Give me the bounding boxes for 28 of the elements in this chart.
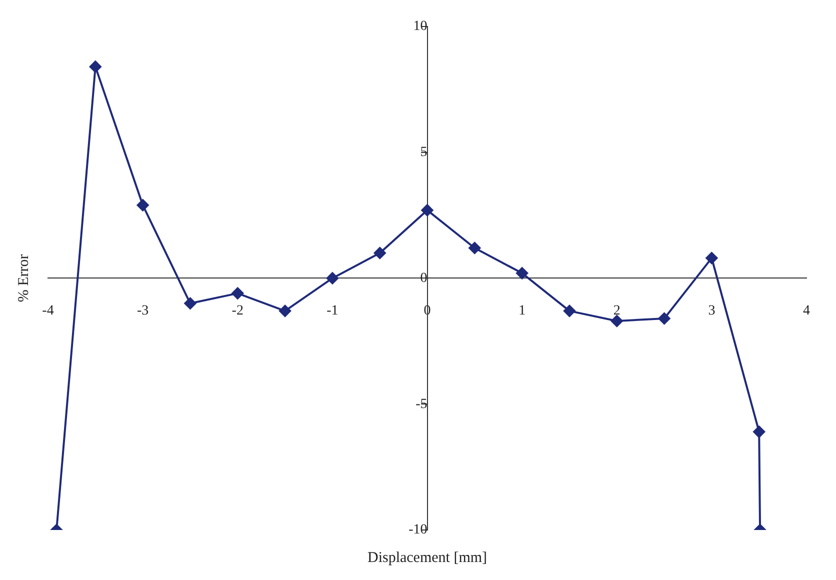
point <box>468 242 481 254</box>
y-tick-label: 10 <box>413 19 428 34</box>
y-tick-label: -5 <box>416 396 428 412</box>
point <box>184 297 196 310</box>
point <box>232 287 244 300</box>
point <box>610 315 623 328</box>
point <box>89 60 102 73</box>
x-tick-label: -2 <box>232 303 244 318</box>
point <box>658 312 670 324</box>
point <box>563 304 576 317</box>
point <box>374 247 386 260</box>
x-tick-label: 3 <box>708 303 716 318</box>
point <box>516 267 528 280</box>
point <box>279 304 292 317</box>
x-tick-label: -1 <box>326 303 338 318</box>
point <box>326 272 338 284</box>
x-tick-label: -4 <box>42 303 54 318</box>
point <box>421 204 434 216</box>
point <box>706 252 718 264</box>
point <box>753 426 766 438</box>
x-tick-label: 2 <box>613 303 620 318</box>
x-axis-title: Displacement [mm] <box>367 550 488 566</box>
y-tick-label: -10 <box>408 522 428 538</box>
x-tick-label: 4 <box>803 303 810 318</box>
x-tick-label: 1 <box>518 303 526 318</box>
point <box>136 199 149 212</box>
x-tick-label: -3 <box>136 303 149 318</box>
y-axis-title: % Error <box>16 254 32 302</box>
